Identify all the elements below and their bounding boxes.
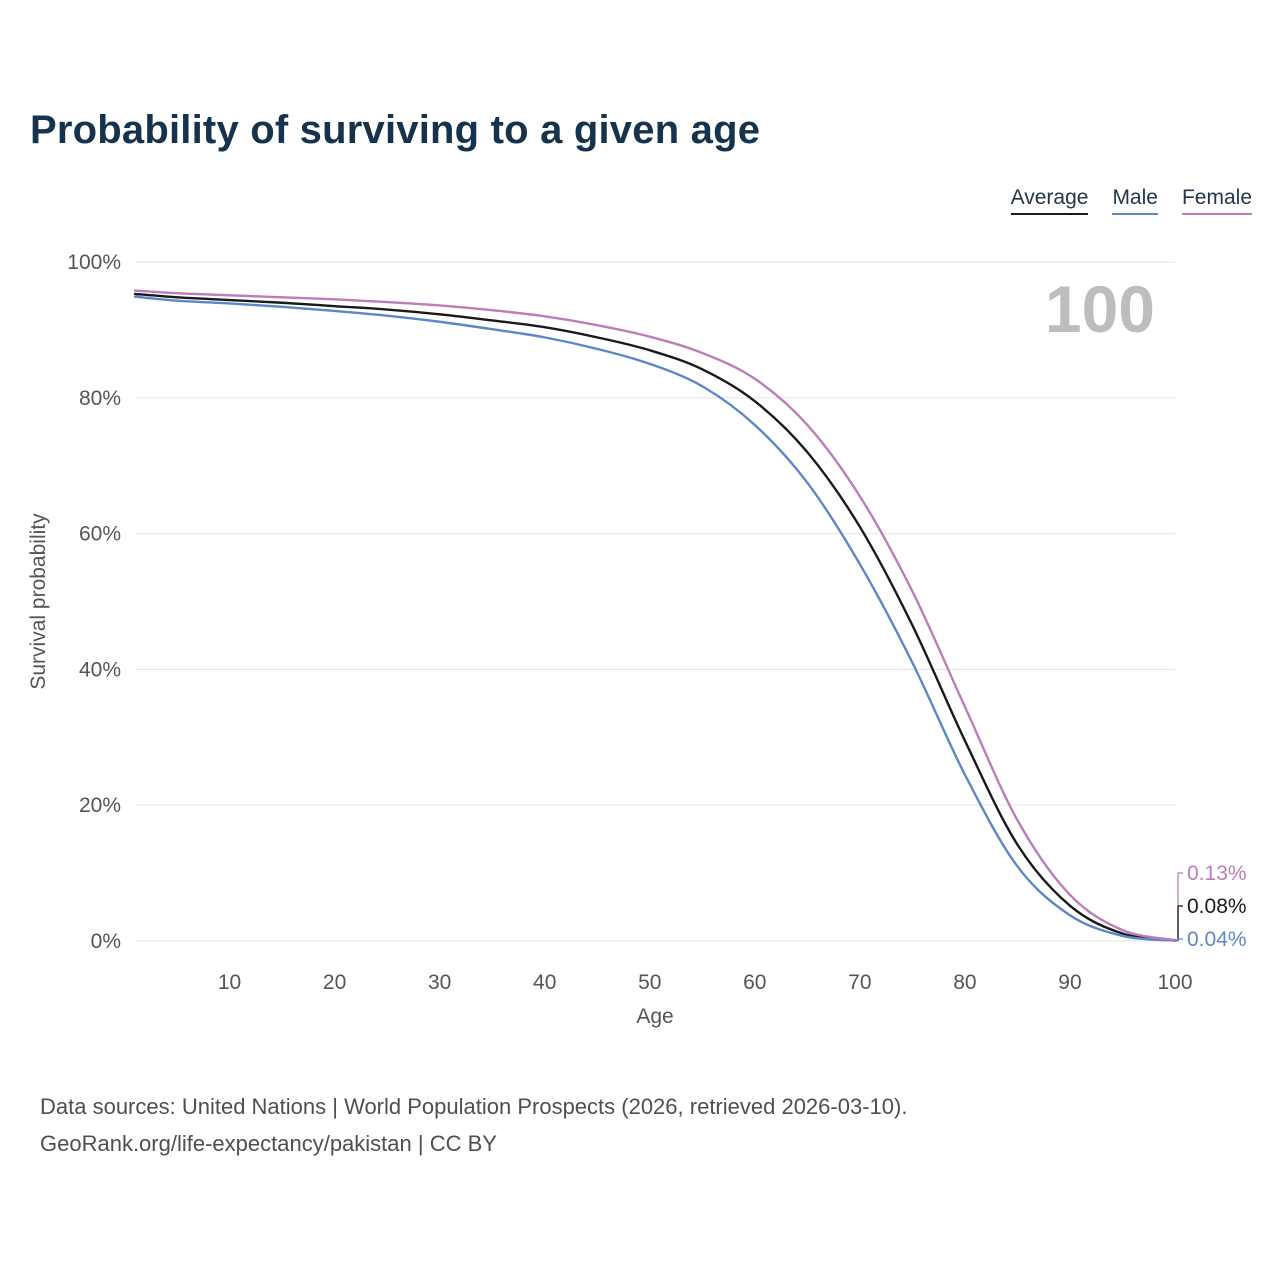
end-value-label-male: 0.04% bbox=[1187, 928, 1247, 951]
y-tick-label: 60% bbox=[79, 523, 121, 546]
y-tick-label: 0% bbox=[91, 930, 121, 953]
hovered-age-watermark: 100 bbox=[1045, 272, 1155, 346]
x-tick-label: 60 bbox=[743, 971, 766, 994]
legend-item-female[interactable]: Female bbox=[1181, 186, 1252, 215]
y-tick-label: 20% bbox=[79, 794, 121, 817]
series-line-average bbox=[133, 292, 1177, 942]
legend: Average Male Female bbox=[1010, 186, 1252, 215]
y-axis-label: Survival probability bbox=[27, 513, 50, 690]
y-tick-label: 40% bbox=[79, 658, 121, 681]
x-tick-label: 50 bbox=[638, 971, 661, 994]
x-tick-label: 40 bbox=[533, 971, 556, 994]
series-line-male bbox=[133, 295, 1177, 942]
x-tick-label: 20 bbox=[323, 971, 346, 994]
legend-item-average[interactable]: Average bbox=[1010, 186, 1089, 215]
y-tick-label: 100% bbox=[67, 251, 121, 274]
x-tick-label: 70 bbox=[848, 971, 871, 994]
data-sources: Data sources: United Nations | World Pop… bbox=[40, 1088, 907, 1162]
x-tick-label: 80 bbox=[953, 971, 976, 994]
gridlines: 0% 20% 40% 60% 80% 100% bbox=[67, 251, 1175, 953]
x-tick-label: 30 bbox=[428, 971, 451, 994]
end-label-leader-average bbox=[1175, 905, 1183, 942]
footer-line-1: Data sources: United Nations | World Pop… bbox=[40, 1094, 908, 1119]
end-value-label-female: 0.13% bbox=[1187, 862, 1247, 885]
footer-line-2: GeoRank.org/life-expectancy/pakistan | C… bbox=[40, 1131, 497, 1156]
series-line-female bbox=[133, 289, 1177, 942]
legend-item-male[interactable]: Male bbox=[1112, 186, 1158, 215]
x-tick-label: 10 bbox=[218, 971, 241, 994]
x-tick-label: 100 bbox=[1157, 971, 1192, 994]
y-tick-label: 80% bbox=[79, 387, 121, 410]
end-value-label-average: 0.08% bbox=[1187, 895, 1247, 918]
x-axis-label: Age bbox=[636, 1005, 673, 1028]
page-title: Probability of surviving to a given age bbox=[30, 108, 761, 152]
end-label-leader-male bbox=[1175, 938, 1183, 942]
x-tick-label: 90 bbox=[1058, 971, 1081, 994]
